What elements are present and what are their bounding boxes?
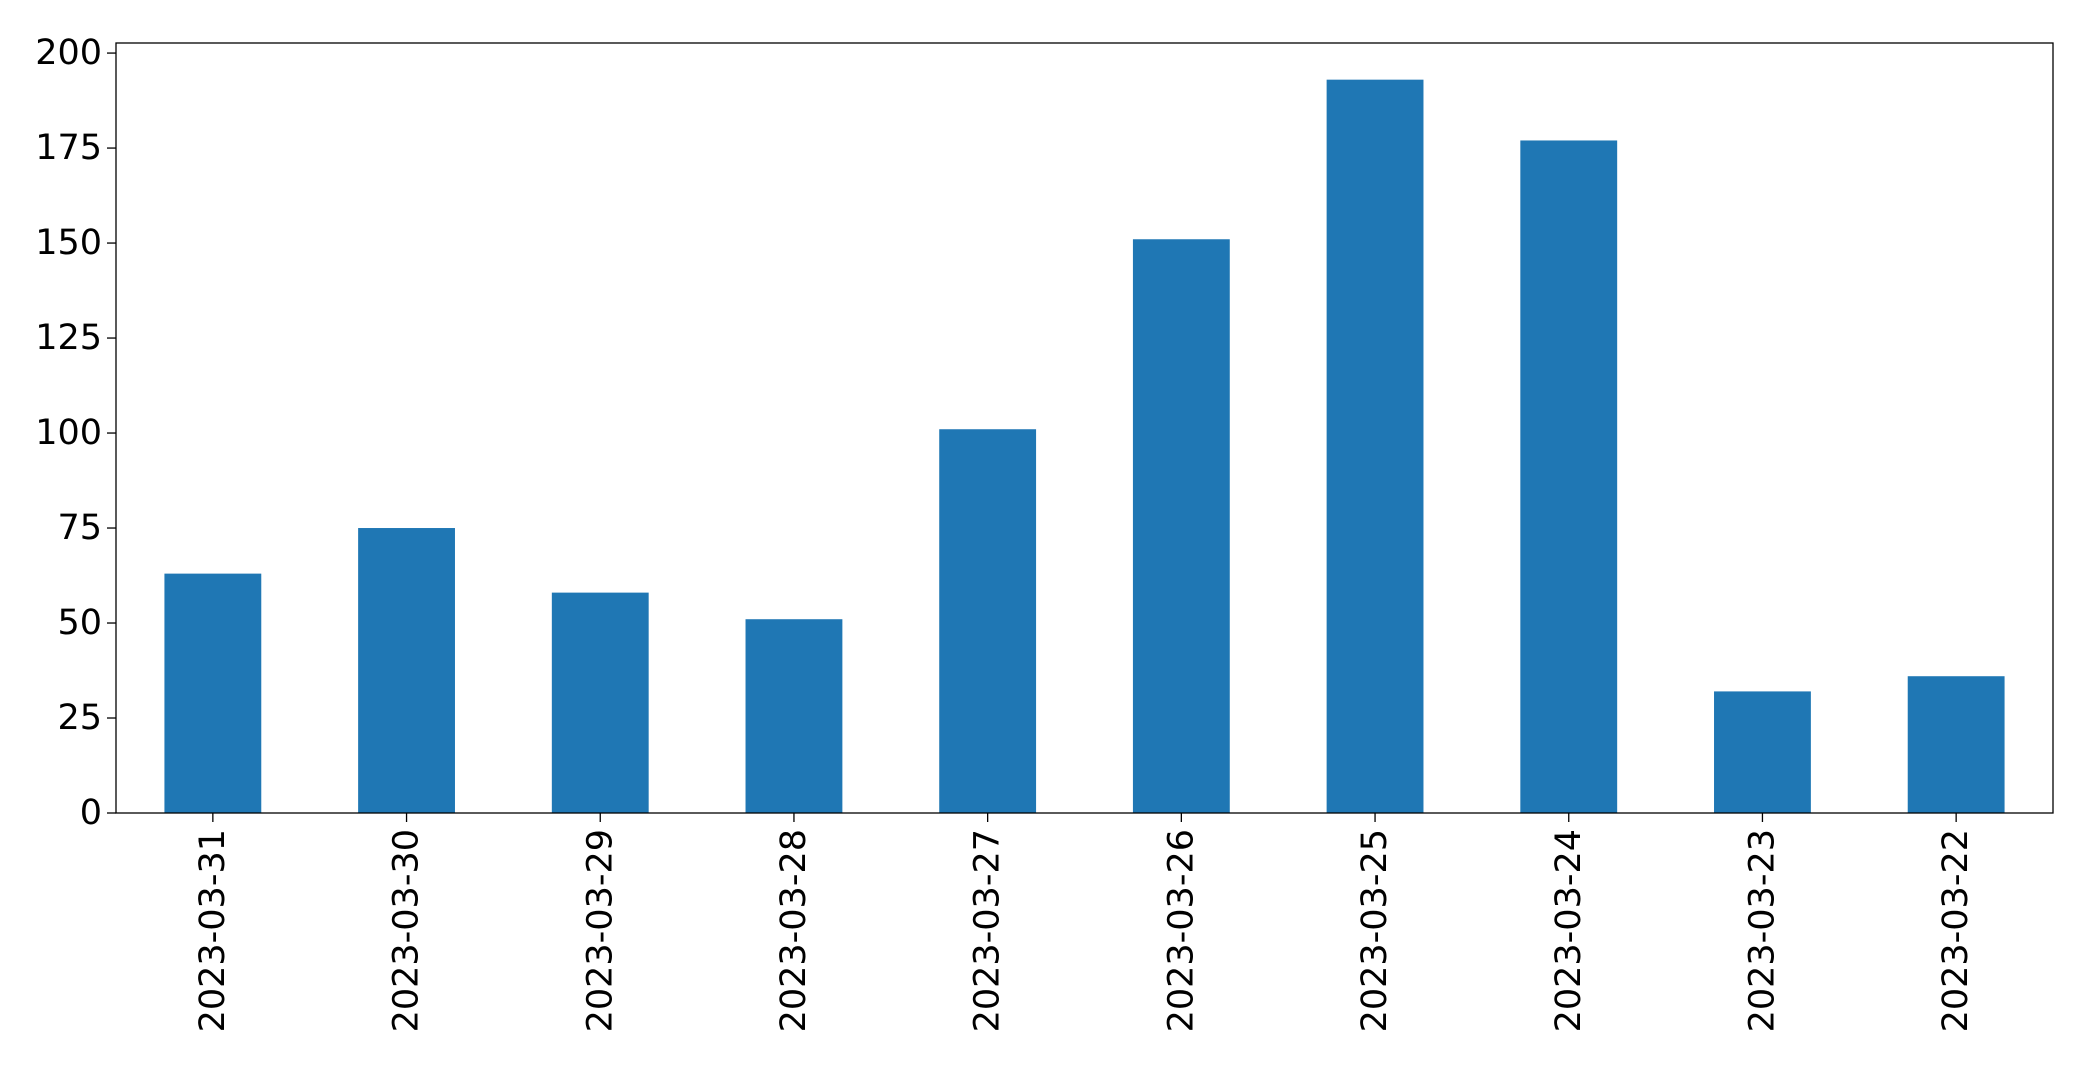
- y-tick-label: 25: [57, 698, 102, 738]
- y-tick-label: 200: [35, 33, 102, 73]
- y-tick-label: 150: [35, 223, 102, 263]
- y-tick-label: 50: [57, 603, 102, 643]
- bar: [745, 619, 843, 813]
- x-tick-label: 2023-03-26: [1161, 829, 1201, 1032]
- bar: [164, 573, 262, 813]
- bar: [1326, 79, 1424, 813]
- bar: [1714, 691, 1811, 813]
- plot-frame: [115, 42, 2054, 814]
- bar: [551, 592, 649, 813]
- x-tick-label: 2023-03-27: [968, 829, 1008, 1032]
- bar: [1132, 239, 1230, 814]
- x-tick-label: 2023-03-29: [580, 829, 620, 1032]
- bar: [1520, 140, 1618, 814]
- y-tick-label: 175: [35, 128, 102, 168]
- x-tick-label: 2023-03-22: [1936, 829, 1976, 1032]
- x-tick-label: 2023-03-24: [1549, 829, 1589, 1032]
- y-tick-label: 125: [35, 318, 102, 358]
- y-tick-label: 0: [80, 793, 102, 833]
- x-tick-label: 2023-03-31: [193, 829, 233, 1032]
- bar: [1907, 676, 2005, 813]
- x-tick-label: 2023-03-25: [1355, 829, 1395, 1032]
- bar: [358, 528, 455, 813]
- x-tick-label: 2023-03-30: [387, 829, 427, 1032]
- x-tick-label: 2023-03-23: [1742, 829, 1782, 1032]
- y-tick-label: 75: [57, 508, 102, 548]
- y-tick-label: 100: [35, 413, 102, 453]
- bar: [939, 429, 1037, 813]
- x-tick-label: 2023-03-28: [774, 829, 814, 1032]
